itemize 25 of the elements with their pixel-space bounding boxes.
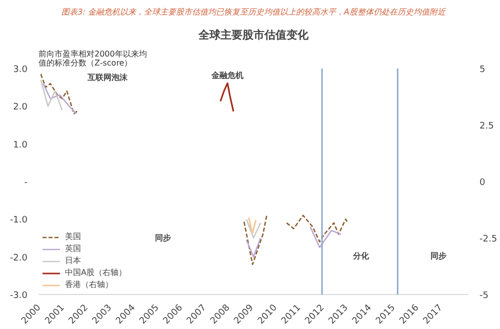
y-tick-label: -2.0 — [10, 253, 28, 264]
y2-tick-label: 2.5 — [480, 122, 494, 132]
legend-label: 中国A股（右轴） — [65, 267, 126, 278]
legend-label: 美国 — [65, 231, 82, 242]
annotation: 分化 — [352, 252, 370, 261]
y-tick-label: -1.0 — [10, 216, 28, 226]
annotation: 金融危机 — [210, 71, 244, 80]
y-tick-label: - — [24, 178, 28, 188]
y2-tick-label: -2.5 — [480, 234, 498, 244]
chart-subtitle: 全球主要股市估值变化 — [198, 28, 310, 42]
legend-label: 英国 — [65, 243, 82, 254]
y2-tick-label: 0 — [480, 178, 486, 188]
annotation: 同步 — [155, 234, 172, 242]
y2-tick-label: -5 — [480, 291, 488, 301]
chart-title: 图表3: 金融危机以来，全球主要股市估值均已恢复至历史均值以上的较高水平，A股整体仍处在历史均值附近 — [62, 8, 446, 16]
y-axis-title: 前向市盈率相对2000年以来均值的标准分数（Z-score） — [38, 50, 147, 68]
annotation: 互联网泡沫 — [86, 73, 128, 82]
legend-label: 日本 — [65, 255, 82, 266]
y-tick-label: 2.0 — [13, 102, 28, 113]
annotation: 同步 — [430, 252, 446, 261]
legend-label: 香港（右轴） — [65, 279, 113, 290]
y-tick-label: 3.0 — [13, 65, 28, 75]
y-tick-label: -3.0 — [10, 291, 28, 301]
y-tick-label: 1.0 — [13, 140, 28, 150]
y2-tick-label: 5 — [480, 65, 486, 75]
